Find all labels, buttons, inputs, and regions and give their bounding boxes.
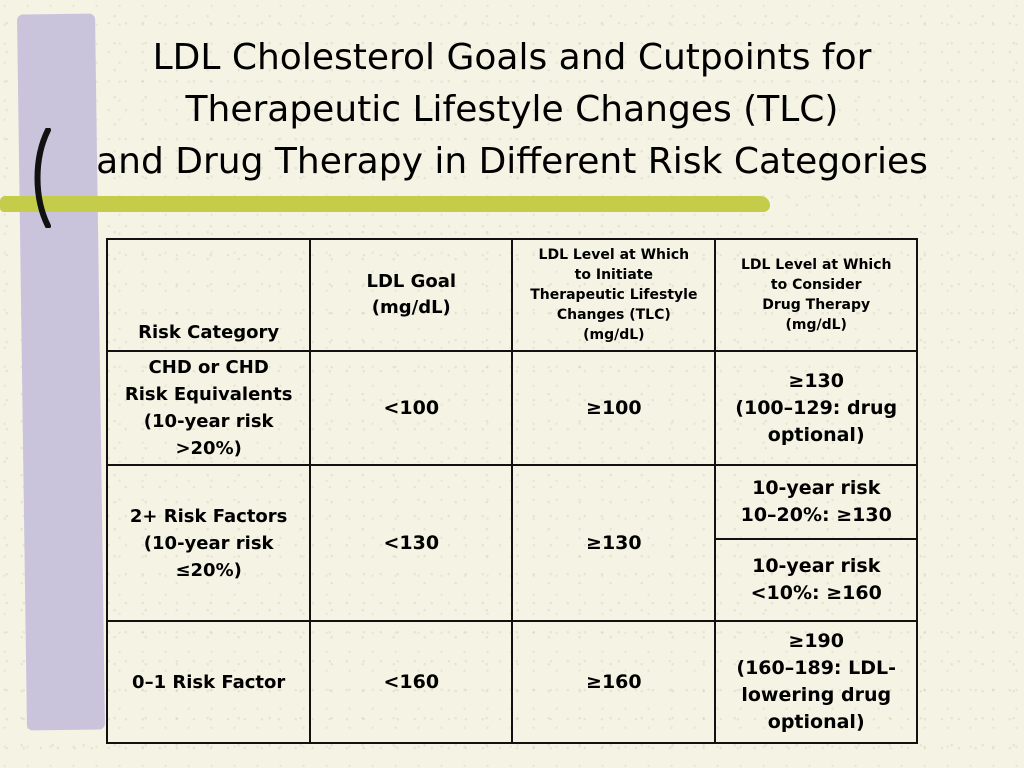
cell-line: 10-year risk [752,555,881,577]
cell-line: optional) [767,423,865,446]
cell-line: lowering drug [741,684,892,706]
header-tlc-line3: Therapeutic Lifestyle [530,287,698,303]
table-row: 10-year risk <10%: ≥160 [107,538,918,622]
cell-line: 10-year risk [752,477,881,499]
title-line-2: Therapeutic Lifestyle Changes (TLC) [185,89,839,130]
drug-level-cell: ≥190 (160–189: LDL- lowering drug option… [714,620,918,744]
table-row: 2+ Risk Factors (10-year risk ≤20%) <130… [105,464,918,622]
cell-line: (10-year risk [143,532,274,554]
header-ldl-goal: LDL Goal (mg/dL) [309,238,514,352]
ldl-goal-cell: <130 [309,464,514,622]
tlc-level-cell: ≥160 [511,620,717,744]
cell-line: ≥130 [788,369,844,392]
cell-line: ≤20%) [175,559,242,581]
cell-line: 0–1 Risk Factor [132,671,286,693]
header-tlc-line4: Changes (TLC) [556,307,671,323]
header-tlc-level: LDL Level at Which to Initiate Therapeut… [511,238,717,352]
bracket-decoration [34,128,51,228]
ldl-goal-cell: <100 [309,350,514,466]
tlc-level-cell: ≥130 [511,464,717,622]
header-ldl-goal-line2: (mg/dL) [371,297,451,318]
drug-level-cell: 10-year risk 10–20%: ≥130 [714,464,918,540]
tlc-level-cell: ≥100 [511,350,717,466]
header-drug-line1: LDL Level at Which [740,257,892,273]
header-tlc-line1: LDL Level at Which [538,247,690,263]
cell-line: CHD or CHD [148,357,269,378]
page-title: LDL Cholesterol Goals and Cutpoints for … [30,32,994,188]
drug-level-cell: ≥130 (100–129: drug optional) [714,350,918,466]
table-row: CHD or CHD Risk Equivalents (10-year ris… [105,350,918,466]
header-drug-line2: to Consider [770,277,862,293]
cell-line: (100–129: drug [735,396,898,419]
cell-line: 2+ Risk Factors [129,505,288,527]
cell-line: (160–189: LDL- [736,657,896,679]
header-drug-line3: Drug Therapy [762,297,871,313]
header-risk-category-text: Risk Category [138,322,280,343]
cell-line: ≥190 [788,630,844,652]
cell-line: >20%) [175,438,242,459]
cell-line: optional) [767,711,865,733]
header-tlc-line2: to Initiate [574,267,653,283]
ldl-goals-table: Risk Category LDL Goal (mg/dL) LDL Level… [105,238,918,744]
risk-category-cell: 2+ Risk Factors (10-year risk ≤20%) [105,464,312,622]
table-header-row: Risk Category LDL Goal (mg/dL) LDL Level… [105,238,918,352]
header-tlc-line5: (mg/dL) [583,327,645,343]
ldl-goal-cell: <160 [309,620,514,744]
cell-line: Risk Equivalents [124,384,293,405]
header-ldl-goal-line1: LDL Goal [366,271,457,292]
drug-level-cell: 10-year risk <10%: ≥160 [714,538,918,622]
cell-line: 10–20%: ≥130 [740,504,892,526]
green-underline-stroke [0,196,770,212]
title-line-3: and Drug Therapy in Different Risk Categ… [96,141,928,182]
header-drug-line4: (mg/dL) [785,317,847,333]
title-line-1: LDL Cholesterol Goals and Cutpoints for [152,37,872,78]
risk-category-cell: 0–1 Risk Factor [105,620,312,744]
header-drug-level: LDL Level at Which to Consider Drug Ther… [714,238,918,352]
table-row: 0–1 Risk Factor <160 ≥160 ≥190 (160–189:… [105,620,918,744]
cell-line: (10-year risk [143,411,274,432]
risk-category-cell: CHD or CHD Risk Equivalents (10-year ris… [105,350,312,466]
cell-line: <10%: ≥160 [750,582,882,604]
header-risk-category: Risk Category [105,238,312,352]
